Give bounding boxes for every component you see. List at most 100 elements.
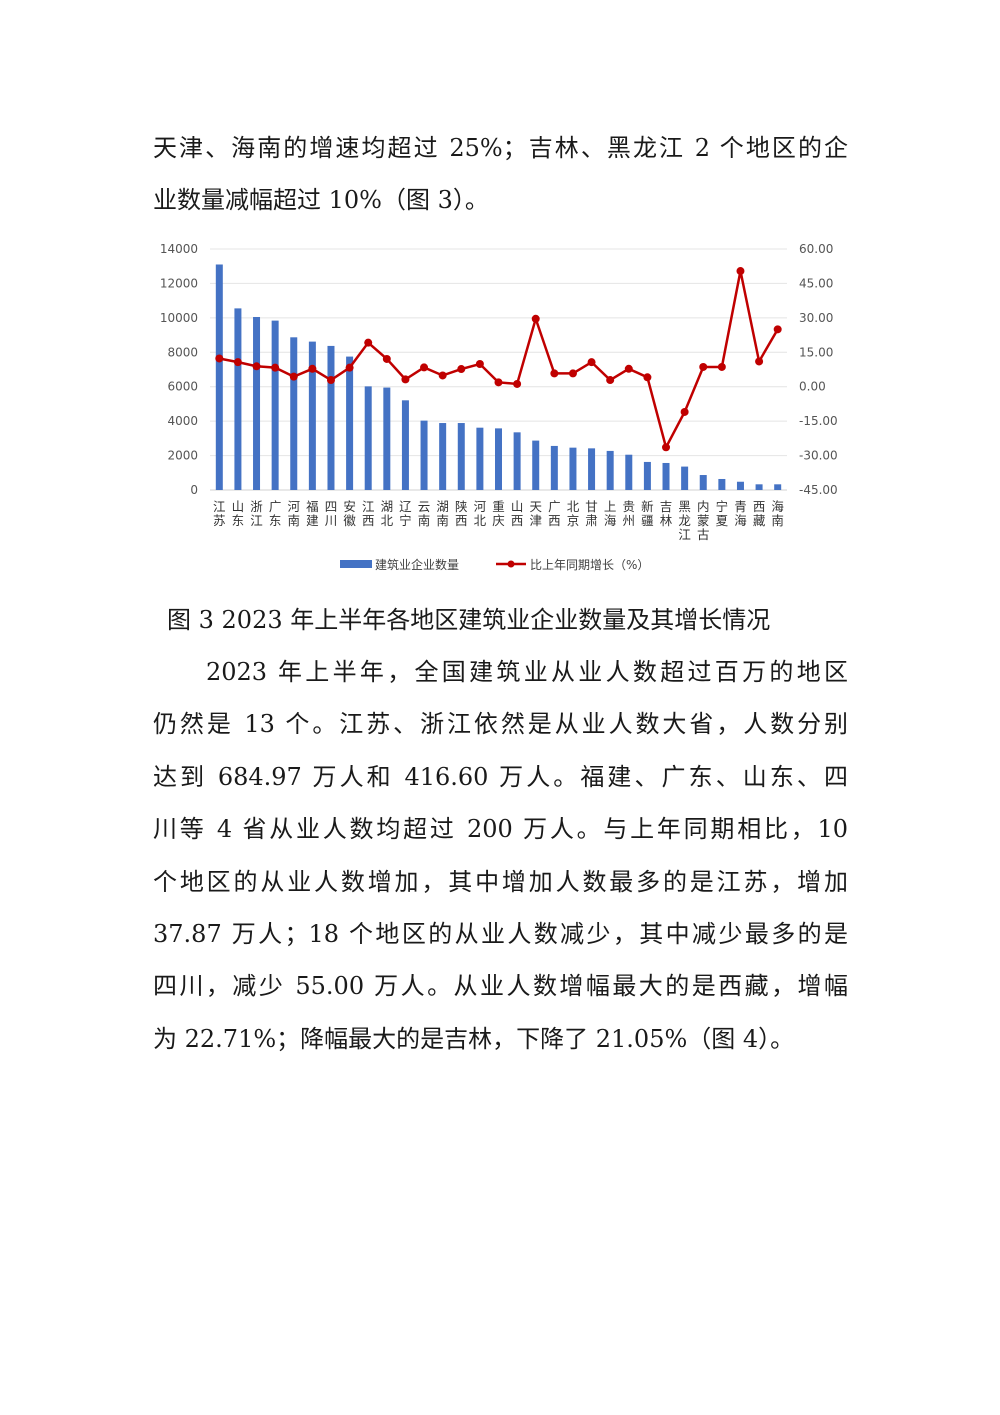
category-label: 河北: [474, 499, 487, 528]
growth-point: [345, 363, 354, 372]
enterprise-count-chart: 0 2000 4000 6000 8000 10000 12000 14000 -45.00 -…: [160, 242, 838, 572]
right-axis-tick: -30.00: [799, 449, 838, 463]
bar: [588, 448, 596, 490]
growth-point: [233, 358, 242, 367]
growth-point: [438, 371, 447, 380]
growth-point: [308, 364, 317, 373]
bar: [681, 466, 689, 490]
text-line: 为 22.71%；降幅最大的是吉林，下降了 21.05%（图 4）。: [153, 1024, 795, 1053]
right-axis-tick: -45.00: [799, 483, 838, 497]
left-axis-tick: 10000: [160, 311, 198, 325]
growth-point: [494, 378, 503, 387]
right-axis-tick: 0.00: [799, 380, 826, 394]
left-axis-tick: 8000: [167, 345, 198, 359]
bar: [569, 447, 577, 490]
bar: [550, 445, 558, 490]
growth-point: [289, 372, 298, 381]
category-label: 辽宁: [399, 499, 412, 528]
category-label: 青海: [734, 499, 747, 528]
bar: [755, 484, 763, 490]
growth-point: [643, 373, 652, 382]
category-label: 陕西: [455, 499, 468, 528]
category-label: 广东: [269, 499, 282, 528]
category-label: 黑龙江: [678, 499, 691, 542]
category-label: 云南: [418, 499, 431, 528]
category-label: 上海: [604, 499, 617, 528]
category-label: 江苏: [213, 499, 226, 528]
category-label: 河南: [288, 499, 301, 528]
legend-line-marker: [507, 560, 515, 568]
growth-point: [513, 379, 522, 388]
right-axis-tick: 60.00: [799, 242, 833, 256]
growth-point: [755, 357, 764, 366]
growth-point: [773, 325, 782, 334]
text-line: 37.87 万人；18 个地区的从业人数减少，其中减少最多的是: [153, 920, 848, 948]
category-label: 海南: [771, 499, 784, 528]
growth-point: [606, 376, 615, 385]
growth-point: [680, 407, 689, 416]
bar: [253, 316, 261, 490]
bar: [625, 454, 633, 490]
category-label: 宁夏: [716, 499, 729, 528]
growth-point: [568, 369, 577, 378]
growth-point: [457, 365, 466, 374]
bar: [718, 478, 726, 490]
growth-point: [624, 364, 633, 373]
left-axis-tick: 2000: [167, 449, 198, 463]
category-label: 北京: [567, 499, 580, 528]
bar: [606, 450, 614, 490]
growth-point: [271, 363, 280, 372]
growth-point: [475, 359, 484, 368]
category-label: 湖南: [436, 499, 449, 528]
right-axis-tick: -15.00: [799, 414, 838, 428]
right-axis-tick: 15.00: [799, 345, 833, 359]
text-line: 川等 4 省从业人数均超过 200 万人。与上年同期相比，10: [153, 815, 848, 844]
category-label: 西藏: [753, 499, 766, 528]
bar: [420, 420, 428, 490]
growth-point: [662, 443, 671, 452]
text-line: 达到 684.97 万人和 416.60 万人。福建、广东、山东、四: [153, 762, 848, 791]
legend-line-label: 比上年同期增长（%）: [530, 558, 649, 572]
growth-point: [382, 354, 391, 363]
category-label: 山西: [511, 499, 524, 528]
bar: [346, 356, 354, 490]
category-label: 广西: [548, 499, 561, 528]
text-line: 天津、海南的增速均超过 25%；吉林、黑龙江 2 个地区的企: [153, 134, 848, 162]
category-label: 重庆: [492, 499, 505, 528]
category-label: 吉林: [660, 499, 673, 528]
text-line: 仍然是 13 个。江苏、浙江依然是从业人数大省，人数分别: [153, 710, 848, 739]
bar: [308, 341, 316, 490]
bar: [495, 428, 502, 490]
growth-point: [531, 314, 540, 323]
bar: [290, 337, 298, 490]
right-axis-tick: 45.00: [799, 276, 833, 290]
growth-point: [550, 369, 559, 378]
growth-point: [699, 362, 708, 371]
category-label: 福建: [306, 499, 319, 528]
legend-bar-label: 建筑业企业数量: [375, 557, 459, 572]
bar: [439, 423, 447, 490]
bar: [364, 386, 372, 490]
growth-point: [420, 363, 429, 372]
text-line: 业数量减幅超过 10%（图 3）。: [153, 186, 489, 215]
text-line: 四川，减少 55.00 万人。从业人数增幅最大的是西藏，增幅: [153, 972, 848, 1001]
left-axis-tick: 0: [190, 483, 198, 497]
category-label: 湖北: [381, 499, 394, 528]
bar: [662, 462, 670, 490]
category-label: 甘肃: [585, 499, 598, 528]
growth-point: [401, 375, 410, 384]
bar: [215, 264, 223, 490]
left-axis-tick: 14000: [160, 242, 198, 256]
right-axis-tick: 30.00: [799, 311, 833, 325]
growth-point: [252, 362, 261, 371]
growth-point: [717, 362, 726, 371]
growth-point: [364, 338, 373, 347]
bar: [532, 440, 540, 490]
bar: [643, 461, 651, 490]
growth-point: [326, 376, 335, 385]
bar: [234, 308, 242, 490]
growth-point: [587, 358, 596, 367]
growth-point: [215, 354, 224, 363]
category-label: 安徽: [343, 499, 356, 528]
bar: [476, 427, 484, 490]
